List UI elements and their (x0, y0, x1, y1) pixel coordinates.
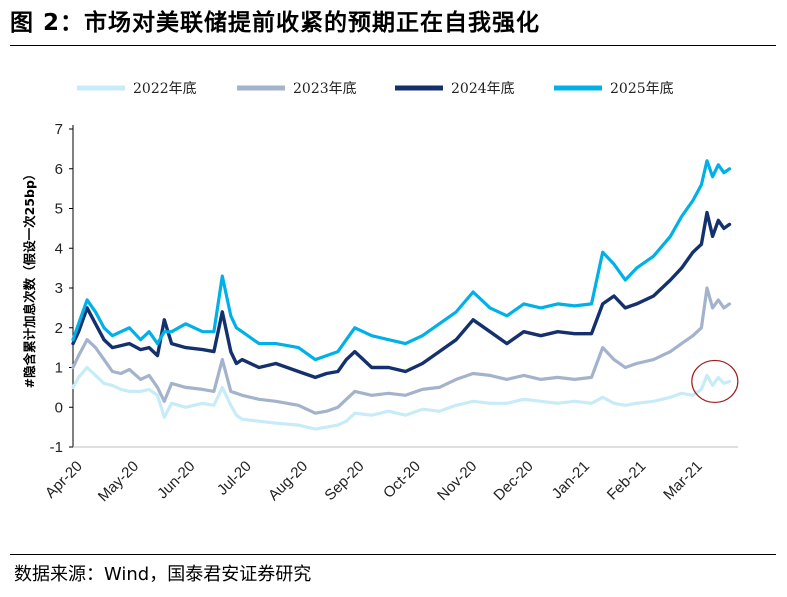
annotation-group (691, 359, 739, 404)
implied-hikes-line-chart: 2022年底 2023年底 2024年底 2025年底 -1 0 1 2 3 4 5 6 7 #隐含累计… (22, 81, 739, 505)
x-tick-label: Feb-21 (604, 458, 650, 504)
series-line-2025年底 (71, 159, 732, 362)
axes: -1 0 1 2 3 4 5 6 7 #隐含累计加息次数（假设一次25bp） Apr-20 May-2… (22, 121, 738, 505)
x-tick-label: Mar-21 (660, 458, 706, 504)
legend: 2022年底 2023年底 2024年底 2025年底 (77, 81, 674, 97)
y-tick-label: 5 (55, 201, 63, 218)
x-tick-label: Oct-20 (380, 458, 424, 502)
series-group (71, 159, 732, 431)
y-axis-title: #隐含累计加息次数（假设一次25bp） (22, 168, 37, 389)
highlight-circle (691, 359, 739, 404)
y-tick-label: 7 (55, 121, 63, 138)
x-tick-label: Nov-20 (434, 458, 480, 504)
source-divider (10, 554, 776, 555)
x-tick-label: Jun-20 (154, 458, 198, 502)
legend-label: 2025年底 (610, 81, 674, 97)
y-tick-label: 2 (55, 320, 63, 337)
x-tick-label: Aug-20 (265, 458, 311, 504)
title-divider (10, 45, 776, 46)
x-tick-label: May-20 (95, 458, 142, 505)
y-tick-label: 0 (55, 399, 63, 416)
x-tick-label: Jan-21 (549, 458, 593, 502)
x-tick-label: Apr-20 (42, 458, 86, 502)
y-tick-label: -1 (50, 439, 63, 456)
series-line-2023年底 (71, 286, 732, 415)
y-tick-label: 3 (55, 280, 63, 297)
legend-label: 2024年底 (451, 81, 515, 97)
source-note: 数据来源：Wind，国泰君安证券研究 (14, 564, 312, 585)
figure-title: 图 2：市场对美联储提前收紧的预期正在自我强化 (10, 10, 541, 36)
x-tick-label: Sep-20 (321, 458, 367, 504)
series-line-2022年底 (71, 365, 732, 431)
y-tick-label: 6 (55, 161, 63, 178)
y-tick-label: 4 (55, 240, 63, 257)
x-tick-label: Dec-20 (490, 458, 536, 504)
series-line-2024年底 (71, 210, 732, 380)
y-tick-label: 1 (55, 360, 63, 377)
x-tick-label: Jul-20 (214, 458, 255, 499)
legend-label: 2023年底 (293, 81, 357, 97)
legend-label: 2022年底 (133, 81, 197, 97)
